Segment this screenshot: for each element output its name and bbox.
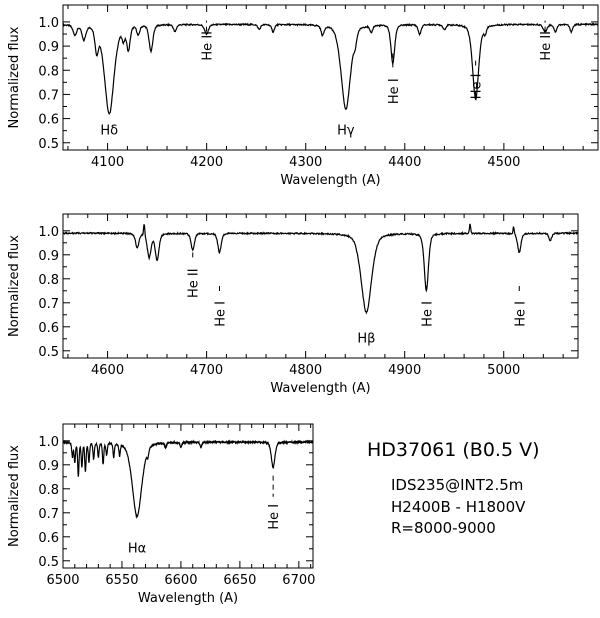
plot-frame xyxy=(62,423,314,569)
x-tick-label: 4700 xyxy=(190,363,223,378)
helium-line-label: He I xyxy=(420,301,435,327)
spectrum-panel-halpha: 6500 6550 6600 6650 6700 0.5 0.6 0.7 0.8 0.9 1.0 Wa… xyxy=(7,423,315,606)
x-tick-label: 4400 xyxy=(388,155,421,170)
y-tick-label: 0.9 xyxy=(38,40,59,55)
helium-line-label: He I xyxy=(513,301,528,327)
spectrum-line xyxy=(62,439,314,520)
spectrum-line xyxy=(62,22,599,115)
y-tick-label: 0.7 xyxy=(38,88,59,103)
x-tick-label: 6700 xyxy=(282,573,315,588)
y-tick-label: 0.6 xyxy=(38,531,59,546)
x-tick-label: 6550 xyxy=(105,573,138,588)
star-title: HD37061 (B0.5 V) xyxy=(367,439,540,461)
y-tick-label: 0.9 xyxy=(38,459,59,474)
x-tick-label: 4600 xyxy=(91,363,124,378)
y-tick-label: 0.6 xyxy=(38,113,59,128)
helium-line-label: He I xyxy=(213,301,228,327)
y-axis-label: Normalized flux xyxy=(7,235,22,337)
grating-label: H2400B - H1800V xyxy=(391,498,526,516)
y-tick-label: 1.0 xyxy=(38,16,59,31)
x-tick-label: 4200 xyxy=(190,155,223,170)
y-tick-label: 0.6 xyxy=(38,321,59,336)
x-tick-label: 4100 xyxy=(91,155,124,170)
y-tick-label: 0.5 xyxy=(38,345,59,360)
spectrum-line xyxy=(62,223,579,315)
y-tick-label: 0.5 xyxy=(38,555,59,570)
plot-frame xyxy=(62,213,579,359)
x-tick-label: 4900 xyxy=(388,363,421,378)
x-tick-label: 6600 xyxy=(164,573,197,588)
plot-frame xyxy=(62,4,599,151)
helium-line-label: He I xyxy=(470,74,485,100)
y-axis-label: Normalized flux xyxy=(7,26,22,128)
instrument-label: IDS235@INT2.5m xyxy=(391,476,523,494)
helium-line-label: He II xyxy=(187,268,202,298)
x-tick-label: 4500 xyxy=(487,155,520,170)
y-tick-label: 0.7 xyxy=(38,297,59,312)
x-axis-label: Wavelength (A) xyxy=(280,173,380,188)
x-axis-label: Wavelength (A) xyxy=(138,591,238,606)
x-tick-label: 4800 xyxy=(289,363,322,378)
helium-line-label: He I xyxy=(267,504,282,530)
helium-line-label: He II xyxy=(200,31,215,61)
x-tick-label: 6650 xyxy=(223,573,256,588)
y-tick-label: 0.8 xyxy=(38,273,59,288)
x-tick-label: 5000 xyxy=(487,363,520,378)
y-tick-label: 0.9 xyxy=(38,249,59,264)
y-tick-label: 0.8 xyxy=(38,483,59,498)
spectrum-panel-hbeta: 4600 4700 4800 4900 5000 0.5 0.6 0.7 0.8 0.9 1.0 Wa… xyxy=(7,213,579,396)
y-tick-label: 0.8 xyxy=(38,64,59,79)
x-axis-label: Wavelength (A) xyxy=(270,381,370,396)
helium-line-label: He II xyxy=(539,31,554,61)
y-tick-label: 1.0 xyxy=(38,225,59,240)
y-tick-label: 0.5 xyxy=(38,137,59,152)
balmer-line-label: Hδ xyxy=(100,123,118,138)
spectrum-panel-hdelta-hgamma: 4100 4200 4300 4400 4500 0.5 0.6 0.7 0.8 0.9 1.0 Wa… xyxy=(7,4,599,188)
y-axis-label: Normalized flux xyxy=(7,445,22,547)
helium-line-label: He I xyxy=(387,78,402,104)
x-tick-label: 6500 xyxy=(46,573,79,588)
y-tick-label: 0.7 xyxy=(38,507,59,522)
x-tick-label: 4300 xyxy=(289,155,322,170)
star-info: HD37061 (B0.5 V) IDS235@INT2.5m H2400B -… xyxy=(367,439,540,537)
balmer-line-label: Hα xyxy=(128,541,146,556)
balmer-line-label: Hγ xyxy=(337,123,355,138)
resolution-label: R=8000-9000 xyxy=(391,519,496,537)
y-tick-label: 1.0 xyxy=(38,435,59,450)
balmer-line-label: Hβ xyxy=(357,331,375,346)
